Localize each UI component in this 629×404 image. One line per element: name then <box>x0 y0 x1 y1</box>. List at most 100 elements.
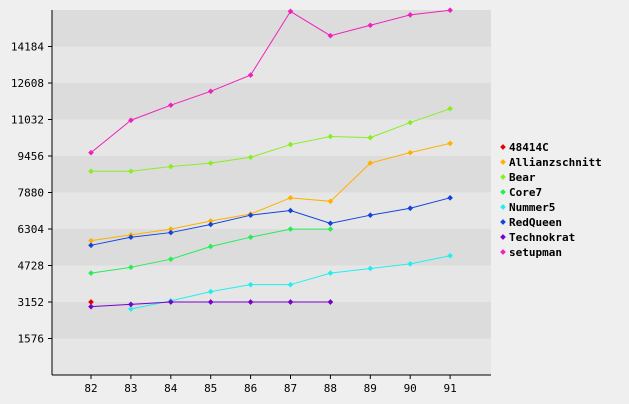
data-point <box>128 168 134 175</box>
axes <box>48 10 491 379</box>
data-point <box>367 160 374 166</box>
data-point <box>88 270 94 276</box>
y-tick-label: 11032 <box>11 114 44 127</box>
legend-marker <box>500 189 506 195</box>
data-point <box>327 220 334 227</box>
series-line <box>90 142 451 242</box>
x-tick-label: 84 <box>164 382 178 395</box>
data-point <box>128 234 134 241</box>
y-tick-label: 1576 <box>18 333 45 346</box>
plot-band <box>52 265 491 302</box>
data-point <box>287 299 294 305</box>
y-tick-label: 6304 <box>18 223 45 236</box>
plot-band <box>52 119 491 156</box>
data-point <box>88 168 94 175</box>
data-point <box>327 270 334 276</box>
legend-marker <box>500 249 506 255</box>
x-tick-label: 90 <box>404 382 417 395</box>
data-point <box>407 119 414 126</box>
plot-bands <box>52 10 491 375</box>
data-point <box>407 205 414 212</box>
legend-marker <box>500 174 506 180</box>
data-point <box>447 194 453 201</box>
y-tick-label: 3152 <box>18 296 45 309</box>
data-point <box>128 264 134 271</box>
legend-label: Technokrat <box>509 231 575 244</box>
data-point <box>367 265 374 272</box>
series-line <box>90 9 451 154</box>
y-tick-label: 12608 <box>11 77 44 90</box>
series-Technokrat <box>88 299 334 310</box>
legend-marker <box>500 144 506 150</box>
data-point <box>167 102 174 109</box>
data-point <box>287 141 294 148</box>
x-tick-label: 87 <box>284 382 297 395</box>
data-point <box>447 140 453 147</box>
y-tick-label: 9456 <box>18 150 45 163</box>
x-tick-label: 88 <box>324 382 337 395</box>
legend-label: Bear <box>509 171 536 184</box>
data-point <box>207 221 214 228</box>
x-tick-label: 86 <box>244 382 257 395</box>
data-point <box>167 163 174 170</box>
legend-label: Core7 <box>509 186 542 199</box>
plot-band <box>52 83 491 120</box>
data-point <box>447 105 453 112</box>
data-point <box>287 194 294 201</box>
series-Allianzschnitt <box>88 140 453 244</box>
x-tick-label: 91 <box>443 382 456 395</box>
data-point <box>88 299 94 305</box>
data-point <box>167 299 174 305</box>
data-point <box>128 301 134 308</box>
data-point <box>287 207 294 214</box>
data-point <box>247 72 254 78</box>
legend-marker <box>500 219 506 225</box>
y-tick-label: 7880 <box>18 187 45 200</box>
data-point <box>88 149 94 156</box>
data-point <box>207 88 214 95</box>
y-tick-label: 14184 <box>11 41 44 54</box>
data-point <box>207 218 214 224</box>
data-point <box>167 256 174 263</box>
x-tick-label: 89 <box>364 382 377 395</box>
data-point <box>327 226 334 232</box>
legend-label: RedQueen <box>509 216 562 229</box>
data-point <box>207 243 214 250</box>
data-point <box>128 306 134 312</box>
data-point <box>88 303 94 310</box>
data-point <box>247 154 254 161</box>
legend-label: 48414C <box>509 141 549 154</box>
plot-band <box>52 229 491 266</box>
legend[interactable]: 48414C Allianzschnitt Bear Core7 Nummer5 RedQ… <box>500 141 602 259</box>
data-point <box>407 149 414 156</box>
data-point <box>367 134 374 141</box>
data-point <box>128 117 134 124</box>
y-tick-label: 4728 <box>18 260 45 273</box>
legend-label: setupman <box>509 246 562 259</box>
data-point <box>207 288 214 295</box>
data-point <box>167 226 174 232</box>
legend-label: Allianzschnitt <box>509 156 602 169</box>
data-point <box>247 281 254 288</box>
series-Core7 <box>88 226 334 276</box>
x-tick-label: 85 <box>204 382 217 395</box>
data-point <box>327 198 334 205</box>
data-point <box>287 226 294 232</box>
plot-band <box>52 192 491 229</box>
series-Bear <box>88 105 453 175</box>
plot-band <box>52 302 491 339</box>
data-point <box>247 234 254 241</box>
data-point <box>287 281 294 288</box>
tick-labels: 1576 3152 4728 6304 7880 9456 11032 12608 14184 8… <box>11 41 457 396</box>
series-Nummer5 <box>128 252 453 312</box>
data-point <box>367 212 374 219</box>
legend-marker <box>500 159 506 165</box>
legend-marker <box>500 234 506 240</box>
series-line <box>90 197 451 246</box>
data-point <box>327 133 334 140</box>
plot-band <box>52 46 491 83</box>
legend-marker <box>500 204 506 210</box>
data-point <box>447 252 453 259</box>
